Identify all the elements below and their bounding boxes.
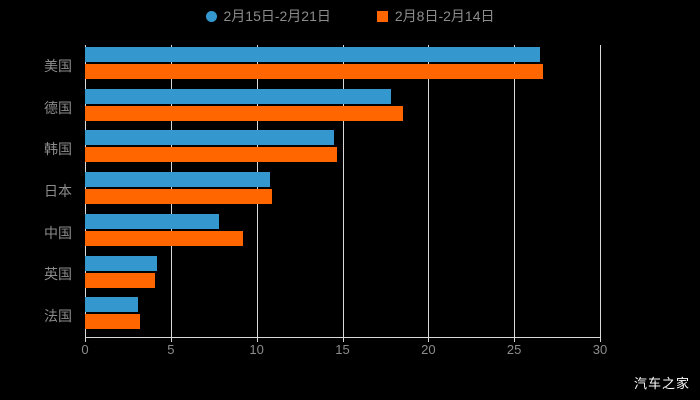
gridline (342, 45, 344, 337)
y-axis-label: 法国 (44, 308, 72, 325)
x-axis-tick-label: 30 (592, 342, 608, 357)
y-axis-label: 韩国 (44, 141, 72, 158)
legend-label-series-1: 2月15日-2月21日 (223, 8, 331, 24)
x-axis-tick-label: 0 (81, 342, 89, 357)
gridline (514, 45, 516, 337)
bar-group: 日本 (44, 170, 600, 212)
gridline (600, 45, 601, 337)
legend-label-series-2: 2月8日-2月14日 (394, 8, 495, 24)
legend-item-series-1[interactable]: 2月15日-2月21日 (205, 6, 331, 26)
circle-marker-icon (205, 10, 217, 22)
x-axis-tick-label: 10 (249, 342, 264, 357)
y-axis-label: 美国 (44, 57, 72, 74)
bar-series-1[interactable] (85, 47, 540, 62)
watermark: 汽车之家 (633, 376, 690, 391)
tick-mark (85, 337, 86, 342)
bar-group: 德国 (44, 87, 600, 129)
bar-group: 法国 (44, 295, 600, 337)
bar-series-2[interactable] (85, 147, 338, 163)
x-axis-tick-label: 5 (167, 342, 175, 357)
plot-area: 美国德国韩国日本中国英国法国 (44, 45, 601, 337)
bar-series-2[interactable] (85, 105, 403, 121)
bar-series-2[interactable] (85, 64, 544, 79)
legend-item-series-2[interactable]: 2月8日-2月14日 (376, 6, 495, 26)
tick-mark (514, 337, 516, 342)
y-axis-label: 英国 (44, 266, 72, 283)
tick-mark (428, 337, 430, 342)
bar-series-2[interactable] (85, 272, 156, 288)
bar-series-1[interactable] (85, 130, 334, 146)
gridline (428, 45, 430, 337)
bar-series-2[interactable] (85, 189, 273, 205)
y-axis-label: 德国 (44, 99, 72, 116)
bar-series-1[interactable] (85, 255, 158, 271)
tick-mark (600, 337, 601, 342)
bar-series-1[interactable] (85, 172, 271, 188)
bar-series-1[interactable] (85, 213, 219, 229)
square-marker-icon (376, 10, 388, 22)
y-axis-label: 中国 (44, 224, 72, 241)
bar-group: 韩国 (44, 128, 600, 170)
tick-mark (170, 337, 172, 342)
tick-mark (342, 337, 344, 342)
bar-group: 中国 (44, 212, 600, 254)
bar-series-2[interactable] (85, 314, 140, 330)
bar-group: 美国 (44, 45, 600, 87)
bar-series-1[interactable] (85, 297, 139, 313)
bar-series-2[interactable] (85, 230, 243, 246)
x-axis-tick-label: 25 (506, 342, 522, 357)
bar-group: 英国 (44, 254, 600, 296)
x-axis-tick-label: 15 (335, 342, 350, 357)
chart-legend: 2月15日-2月21日 2月8日-2月14日 (0, 6, 700, 26)
tick-mark (256, 337, 258, 342)
x-axis-tick-label: 20 (421, 342, 436, 357)
bar-series-1[interactable] (85, 88, 391, 104)
y-axis-label: 日本 (44, 182, 72, 199)
